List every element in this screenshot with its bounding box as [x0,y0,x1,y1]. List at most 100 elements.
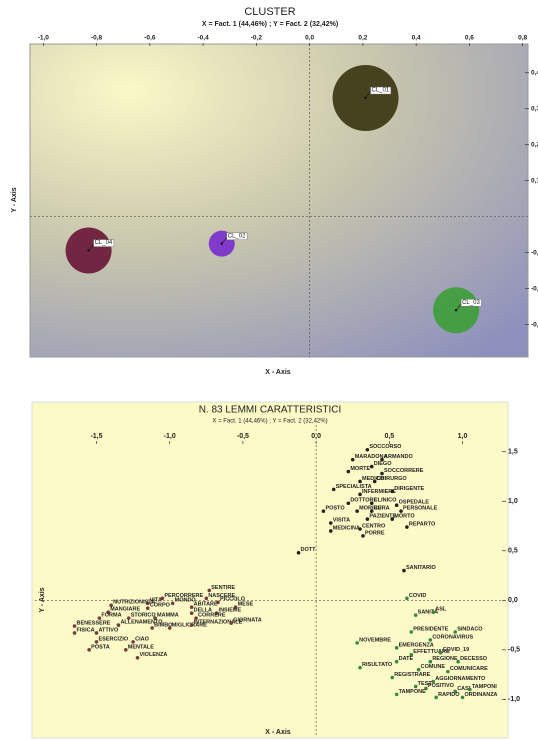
leader [88,244,94,251]
point-label: SOCCORSO [369,444,402,450]
y-tick-label: -0,1 [531,249,538,256]
point-label: INTERNAZIONALE [194,620,243,626]
y-tick-label: -0,5 [508,647,520,654]
point [160,596,165,601]
point [405,596,409,601]
point [413,613,418,617]
point [358,492,362,497]
point-label: OSPEDALE [399,500,430,506]
x-tick-label: 1,0 [458,433,468,440]
chart-subtitle: X = Fact. 1 (44,46%) ; Y = Fact. 2 (32,4… [212,419,327,425]
point [189,623,194,627]
point [369,464,374,469]
leader [221,237,227,244]
point-label: NOVEMBRE [359,637,391,643]
point-label: MESE [238,602,254,608]
point [434,695,438,700]
point-label: MENTALE [128,644,155,650]
point [87,648,91,652]
point [170,601,175,606]
point-label: CL_02 [228,233,246,239]
x-tick-label: 0,8 [518,35,527,42]
point [229,621,233,625]
point-label: NUTRIZIONISTA [113,600,155,606]
point-label: MEDICINA [333,525,360,531]
point-label: VITA [150,598,162,604]
point-label: MEDICO [362,476,385,482]
point [355,641,359,645]
point-label: DIRIGENTE [394,486,424,492]
point [328,521,333,525]
chart-title: CLUSTER [244,6,295,18]
point-label: DELLA [194,608,212,614]
point [453,689,458,694]
y-tick-label: -0,3 [531,321,538,328]
x-tick-label: -0,4 [198,35,210,42]
point-label: CLINICO [374,498,397,504]
point [145,606,150,611]
point-label: DATE [399,656,414,662]
point [424,686,428,691]
point [372,479,377,484]
y-tick-label: -0,2 [531,285,538,292]
point [106,610,111,614]
point-label: SPECIALISTA [336,484,372,490]
point [296,550,301,555]
x-axis-label: X - Axis [265,729,291,736]
point [123,648,128,652]
point [394,659,399,664]
x-tick-label: -1,0 [164,433,176,440]
point-label: NASCERE [208,593,235,599]
point [365,517,370,521]
point [72,631,77,635]
leader [365,91,371,99]
point [369,509,374,513]
point [346,469,351,474]
y-tick-label: 0,4 [531,70,538,77]
point-label: ARMANDO [384,454,413,460]
point [431,679,436,684]
point-label: MANGIARE [110,607,140,613]
point-label: MIGLIORARE [172,622,207,628]
point-label: MORTE [350,466,370,472]
point [416,667,421,672]
point [390,489,395,494]
point-label: GIORNATA [233,618,262,624]
point [428,638,433,642]
point [153,616,157,620]
point [399,509,403,513]
point-label: PERSONALE [403,506,438,512]
point [409,652,414,657]
point [331,487,336,492]
point-label: RISULTATO [362,662,393,668]
point-label: COMUNICARE [450,666,488,672]
point [468,687,472,692]
point-label: FORMA [101,613,121,619]
x-tick-label: -0,5 [237,433,249,440]
point-label: ESERCIZIO [98,636,128,642]
x-tick-label: -1,5 [90,433,102,440]
point [214,611,219,615]
point-label: SOCCORRERE [384,468,424,474]
point [189,605,194,610]
point [321,509,326,513]
point-label: CORRERE [198,613,226,619]
point-label: EFFETTUARE [413,649,450,655]
y-tick-label: 0,0 [508,597,518,604]
point-label: ASL [435,607,447,613]
point-label: TAMPONI [472,684,497,690]
point [97,616,102,620]
point-label: RAPIDO [438,692,460,698]
point [380,457,384,462]
point [453,630,458,634]
point [355,509,359,513]
point [207,588,212,593]
point-label: BENESSERE [77,621,111,627]
point-label: VIOLENZA [139,652,167,658]
point [194,616,198,620]
y-tick-label: 0,3 [531,105,538,112]
point-label: ABITARE [194,602,218,608]
point-label: PAZIENTE [369,514,396,520]
point-label: CENTRO [362,523,386,529]
point [402,568,406,573]
